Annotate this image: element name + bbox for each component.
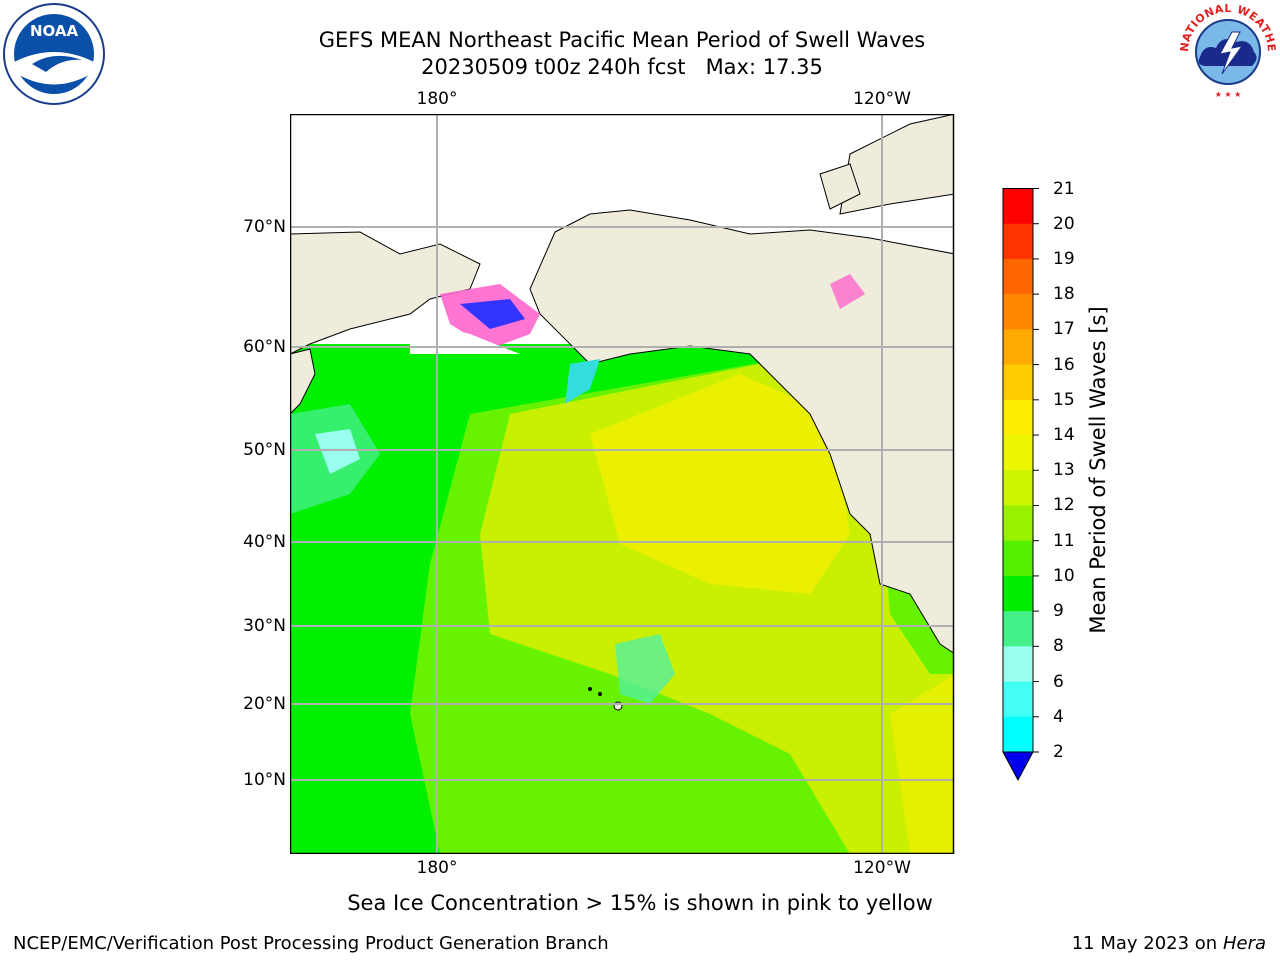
colorbar [1002,188,1039,782]
colorbar-block [1003,540,1033,577]
colorbar-tick-label: 10 [1053,565,1075,586]
colorbar-tick-label: 12 [1053,495,1075,516]
lat-label-30n: 30°N [243,616,286,636]
forecast-run: 20230509 t00z 240h fcst [421,55,686,79]
colorbar-tick-label: 9 [1053,601,1064,622]
colorbar-tick-label: 4 [1053,706,1064,727]
colorbar-tick-label: 14 [1053,425,1075,446]
colorbar-block [1003,505,1033,542]
lon-label-120w-bottom: 120°W [853,858,911,878]
colorbar-tick-label: 21 [1053,178,1075,199]
svg-text:★ ★ ★: ★ ★ ★ [1215,90,1242,99]
colorbar-tick-label: 13 [1053,460,1075,481]
colorbar-tick-label: 19 [1053,248,1075,269]
max-value: Max: 17.35 [705,55,823,79]
colorbar-block [1003,575,1033,612]
lat-label-50n: 50°N [243,440,286,460]
map-subtitle: 20230509 t00z 240h fcst Max: 17.35 [0,54,1244,80]
lon-label-180-bottom: 180° [416,858,458,878]
ocean-yellow-zone [590,374,850,594]
colorbar-label: Mean Period of Swell Waves [s] [1086,306,1110,634]
map-title: GEFS MEAN Northeast Pacific Mean Period … [318,28,926,52]
colorbar-block [1003,435,1033,471]
footer-host: Hera [1222,933,1266,954]
colorbar-tick-label: 8 [1053,636,1064,657]
colorbar-tick-label: 18 [1053,284,1075,305]
noaa-logo-text: NOAA [30,22,79,40]
colorbar-block [1003,364,1033,401]
lon-label-120w-top: 120°W [853,89,911,109]
lat-label-10n: 10°N [243,770,286,790]
colorbar-tick-label: 16 [1053,354,1075,375]
colorbar-tick-label: 6 [1053,671,1064,692]
footer-date: 11 May 2023 on Hera [1071,933,1266,954]
lat-label-60n: 60°N [243,337,286,357]
colorbar-block [1003,716,1033,753]
colorbar-tick-label: 17 [1053,319,1075,340]
colorbar-block [1003,294,1033,330]
colorbar-tick-label: 2 [1053,742,1064,762]
colorbar-block [1003,470,1033,506]
colorbar-block [1003,223,1033,260]
nws-logo: NATIONAL WEATHER SERVICE ★ ★ ★ [1178,2,1278,100]
colorbar-tick-label: 15 [1053,389,1075,410]
colorbar-block [1003,681,1033,718]
colorbar-block [1003,646,1033,683]
colorbar-block [1003,329,1033,366]
colorbar-block [1003,399,1033,436]
colorbar-block [1003,611,1033,647]
noaa-logo: NOAA [3,3,105,105]
graticule [290,114,954,853]
colorbar-tick-label: 20 [1053,213,1075,234]
colorbar-tick-label: 11 [1053,530,1075,551]
lat-label-70n: 70°N [243,217,286,237]
sea-ice-note: Sea Ice Concentration > 15% is shown in … [347,891,933,915]
land-alaska [529,209,954,654]
lat-label-20n: 20°N [243,694,286,714]
colorbar-block [1003,258,1033,295]
lon-label-180-top: 180° [416,89,458,109]
swell-period-map [290,114,955,854]
colorbar-block [1003,188,1033,225]
lat-label-40n: 40°N [243,532,286,552]
footer-credit: NCEP/EMC/Verification Post Processing Pr… [13,933,609,954]
